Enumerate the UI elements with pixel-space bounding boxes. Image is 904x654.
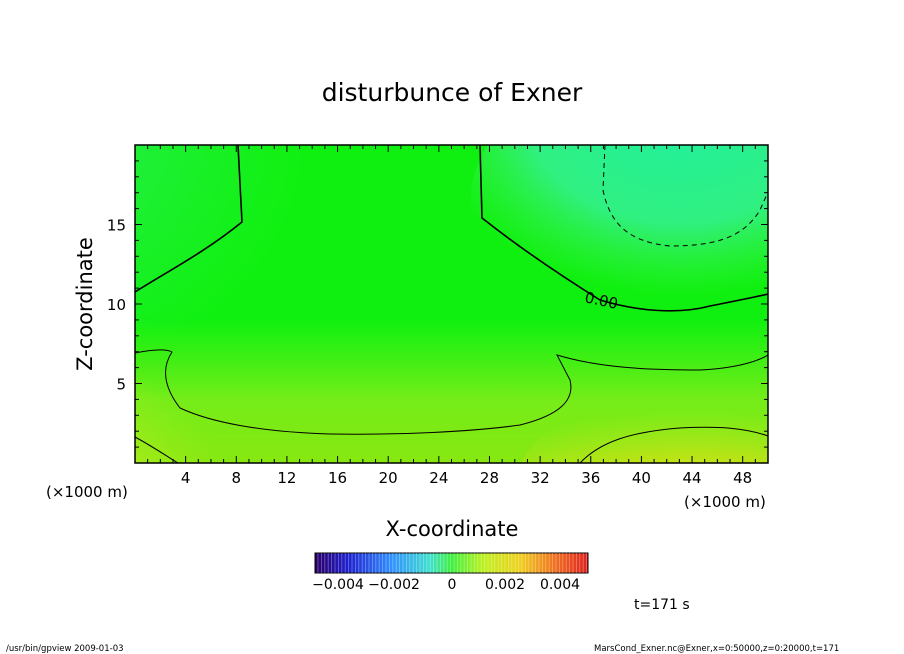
- x-tick-label: 20: [379, 469, 398, 487]
- colorbar-tick-label: 0.004: [540, 577, 580, 593]
- contour-line-bottom: [135, 426, 768, 463]
- chart-title: disturbunce of Exner: [322, 78, 583, 107]
- time-label: t=171 s: [634, 597, 690, 613]
- x-unit-label-right: (×1000 m): [684, 493, 766, 511]
- contour-zero-line: [135, 145, 768, 312]
- y-axis-label: Z-coordinate: [73, 237, 97, 371]
- heatmap-field: [135, 145, 768, 463]
- y-tick-label: 5: [116, 376, 126, 394]
- x-tick-label: 48: [733, 469, 752, 487]
- colorbar: [314, 552, 589, 574]
- x-tick-label: 4: [181, 469, 191, 487]
- y-tick-label: 10: [107, 296, 126, 314]
- x-tick-label: 28: [480, 469, 499, 487]
- x-tick-label: 8: [232, 469, 242, 487]
- y-tick-label: 15: [107, 217, 126, 235]
- colorbar-tick-label: 0: [448, 577, 457, 593]
- x-tick-label: 24: [429, 469, 448, 487]
- colorbar-tick-label: −0.004: [312, 577, 364, 593]
- contour-line: [135, 349, 768, 435]
- colorbar-stripes: [317, 553, 587, 573]
- colorbar-ticks: −0.004 −0.002 0 0.002 0.004: [312, 577, 580, 593]
- x-axis-ticks: 4 8 12 16 20 24 28 32 36 40 44 48: [134, 145, 769, 487]
- colorbar-tick-label: 0.002: [485, 577, 525, 593]
- colorbar-tick-label: −0.002: [368, 577, 420, 593]
- x-tick-label: 40: [632, 469, 651, 487]
- x-unit-label-left: (×1000 m): [46, 483, 128, 501]
- x-tick-label: 36: [581, 469, 600, 487]
- x-axis-label: X-coordinate: [386, 517, 519, 541]
- footer-left: /usr/bin/gpview 2009-01-03: [6, 644, 124, 654]
- x-tick-label: 32: [531, 469, 550, 487]
- x-tick-label: 12: [277, 469, 296, 487]
- x-tick-label: 16: [328, 469, 347, 487]
- x-tick-label: 44: [682, 469, 701, 487]
- y-axis-ticks: 5 10 15: [107, 144, 768, 464]
- footer-right: MarsCond_Exner.nc@Exner,x=0:50000,z=0:20…: [594, 644, 839, 654]
